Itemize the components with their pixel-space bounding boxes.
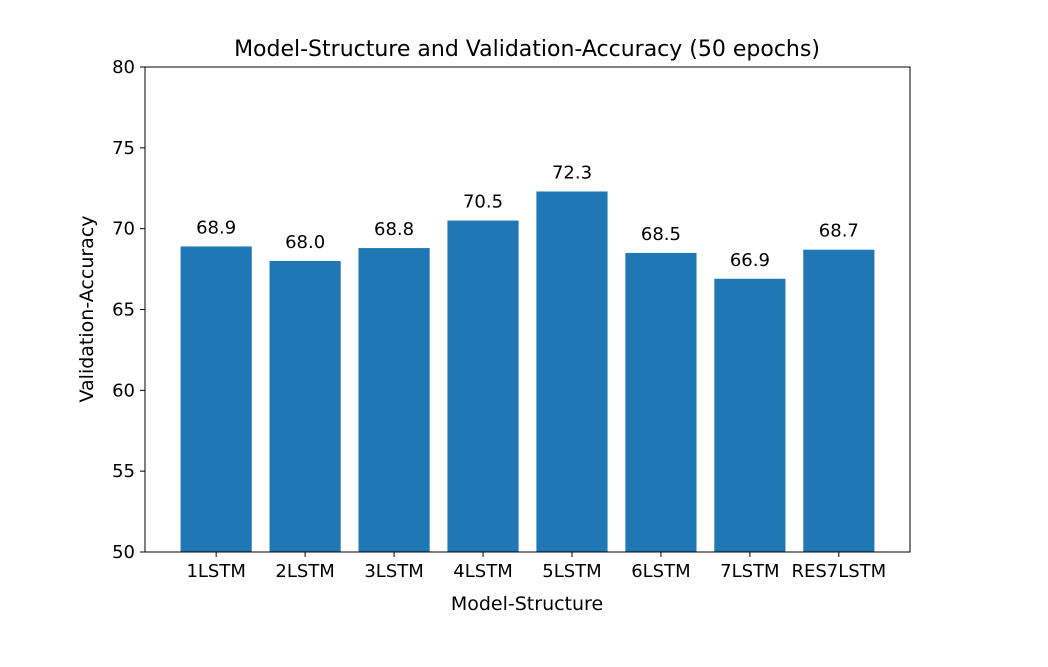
data-label-7lstm: 66.9 — [730, 250, 770, 271]
x-tick-label-3lstm: 3LSTM — [364, 561, 423, 582]
y-tick-label: 80 — [112, 57, 135, 78]
y-tick-label: 65 — [112, 300, 135, 321]
data-label-res7lstm: 68.7 — [819, 221, 859, 242]
data-label-3lstm: 68.8 — [374, 219, 414, 240]
plot-frame — [144, 66, 911, 553]
x-axis-label: Model-Structure — [451, 593, 603, 615]
data-label-6lstm: 68.5 — [641, 224, 681, 245]
plot-area: 68.9 1LSTM 68.0 2LSTM 68.8 3LSTM 70.5 4LSTM 72.3… — [112, 57, 911, 582]
y-tick-label: 75 — [112, 138, 135, 159]
bar-4lstm — [447, 220, 519, 552]
bar-3lstm — [358, 248, 430, 552]
bar-1lstm — [180, 246, 252, 552]
x-tick-label-4lstm: 4LSTM — [453, 561, 512, 582]
data-label-1lstm: 68.9 — [196, 217, 236, 238]
bar-2lstm — [269, 261, 341, 552]
bar-7lstm — [714, 278, 786, 552]
y-axis-label: Validation-Accuracy — [76, 215, 98, 402]
x-tick-label-7lstm: 7LSTM — [720, 561, 779, 582]
bar-res7lstm — [803, 249, 875, 552]
chart-title: Model-Structure and Validation-Accuracy … — [234, 37, 820, 62]
y-tick-label: 70 — [112, 219, 135, 240]
x-tick-label-6lstm: 6LSTM — [631, 561, 690, 582]
x-tick-label-2lstm: 2LSTM — [275, 561, 334, 582]
bar-6lstm — [625, 252, 697, 553]
x-tick-label-1lstm: 1LSTM — [186, 561, 245, 582]
y-tick-label: 50 — [112, 542, 135, 563]
y-tick-label: 55 — [112, 461, 135, 482]
bar-5lstm — [536, 191, 608, 553]
y-tick-label: 60 — [112, 380, 135, 401]
data-label-2lstm: 68.0 — [285, 232, 325, 253]
data-label-5lstm: 72.3 — [552, 162, 592, 183]
x-tick-label-5lstm: 5LSTM — [542, 561, 601, 582]
data-label-4lstm: 70.5 — [463, 192, 503, 213]
x-tick-label-res7lstm: RES7LSTM — [791, 561, 886, 582]
